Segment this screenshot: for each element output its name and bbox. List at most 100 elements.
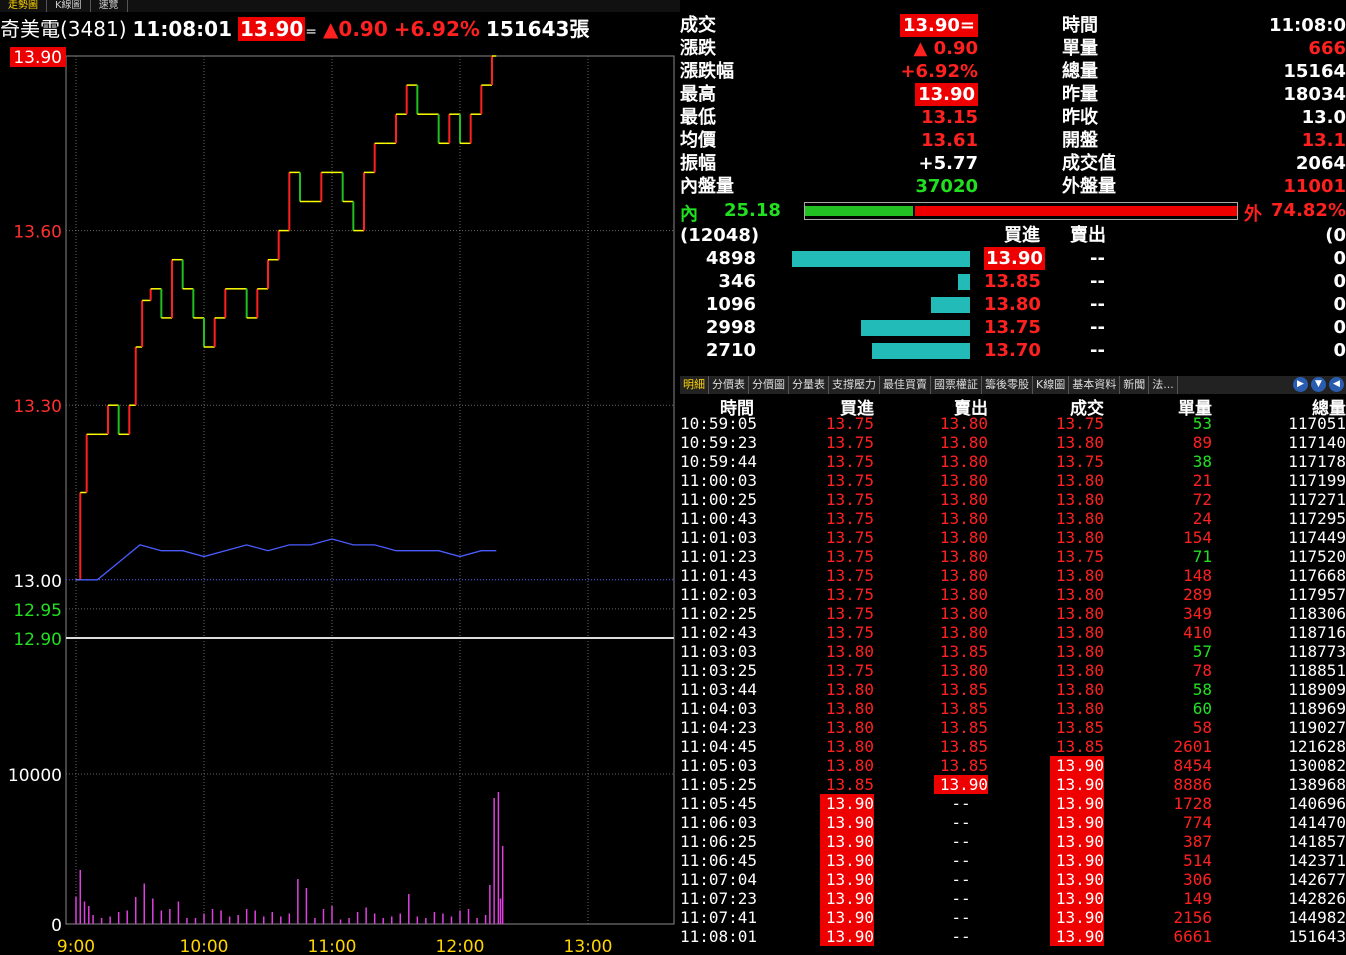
book-total: (12048) — [680, 225, 760, 246]
trade-price: 13.85 — [1055, 718, 1104, 737]
trade-row[interactable]: 11:06:03 13.90 -- 13.90 774 141470 — [680, 813, 1346, 832]
price-tick-label: 13.30 — [13, 397, 62, 417]
detail-tab-2[interactable]: 分價圖 — [749, 376, 789, 394]
trade-bid: 13.75 — [825, 528, 874, 547]
detail-tab-11[interactable]: 法... — [1149, 376, 1178, 394]
average-price-line — [76, 538, 497, 581]
trade-details-table[interactable]: 時間 買進 賣出 成交 單量 總量 10:59:05 13.75 13.80 13.7… — [680, 394, 1346, 954]
time-tick-label: 12:00 — [436, 937, 485, 955]
info-value: +6.92% — [900, 61, 978, 82]
outer-percent: 74.82% — [1271, 200, 1346, 221]
book-row[interactable]: 1096 13.80 -- 0 — [680, 293, 1346, 316]
trade-total: 118306 — [1288, 604, 1346, 623]
book-row[interactable]: 346 13.85 -- 0 — [680, 270, 1346, 293]
time-tick-label: 10:00 — [180, 937, 229, 955]
trade-row[interactable]: 11:00:03 13.75 13.80 13.80 21 117199 — [680, 471, 1346, 490]
trade-time: 11:07:41 — [680, 908, 758, 927]
view-tabs: 走勢圖 K線圖 速覽 — [0, 0, 680, 12]
tab-trend[interactable]: 走勢圖 — [0, 0, 47, 12]
trade-price: 13.75 — [1055, 452, 1104, 471]
trade-total: 117295 — [1288, 509, 1346, 528]
trade-time: 11:04:45 — [680, 737, 758, 756]
trade-row[interactable]: 11:02:25 13.75 13.80 13.80 349 118306 — [680, 604, 1346, 623]
info-value: 13.0 — [1301, 107, 1346, 128]
info-value: 15164 — [1283, 61, 1346, 82]
trade-bid: 13.75 — [825, 604, 874, 623]
trade-row[interactable]: 11:00:43 13.75 13.80 13.80 24 117295 — [680, 509, 1346, 528]
trade-row[interactable]: 11:04:23 13.80 13.85 13.85 58 119027 — [680, 718, 1346, 737]
trade-row[interactable]: 10:59:23 13.75 13.80 13.80 89 117140 — [680, 433, 1346, 452]
tab-kline[interactable]: K線圖 — [47, 0, 91, 12]
detail-tab-3[interactable]: 分量表 — [789, 376, 829, 394]
detail-tab-10[interactable]: 新聞 — [1120, 376, 1150, 394]
scroll-left-icon[interactable]: ◀ — [1329, 377, 1344, 392]
trade-row[interactable]: 11:03:44 13.80 13.85 13.80 58 118909 — [680, 680, 1346, 699]
trade-ask: 13.80 — [939, 490, 988, 509]
trade-row[interactable]: 11:07:23 13.90 -- 13.90 149 142826 — [680, 889, 1346, 908]
trade-qty: 2156 — [1173, 908, 1212, 927]
trade-row[interactable]: 11:06:25 13.90 -- 13.90 387 141857 — [680, 832, 1346, 851]
trade-time: 11:02:25 — [680, 604, 758, 623]
book-row[interactable]: 2998 13.75 -- 0 — [680, 316, 1346, 339]
trade-row[interactable]: 11:01:43 13.75 13.80 13.80 148 117668 — [680, 566, 1346, 585]
trade-ask: -- — [951, 908, 971, 927]
trade-row[interactable]: 11:01:23 13.75 13.80 13.75 71 117520 — [680, 547, 1346, 566]
detail-tab-6[interactable]: 國票權証 — [931, 376, 982, 394]
tab-quick[interactable]: 速覽 — [91, 0, 128, 12]
info-row-right-0: 時間 11:08:0 — [1062, 14, 1346, 37]
trade-total: 117051 — [1288, 414, 1346, 433]
bid-price: 13.90 — [984, 247, 1045, 270]
trade-qty: 774 — [1183, 813, 1212, 832]
detail-tab-0[interactable]: 明細 — [680, 376, 709, 394]
info-label: 單量 — [1062, 38, 1098, 59]
trade-qty: 154 — [1183, 528, 1212, 547]
bid-price: 13.85 — [984, 271, 1041, 292]
info-label: 最低 — [680, 107, 716, 128]
book-row[interactable]: 4898 13.90 -- 0 — [680, 247, 1346, 270]
outer-label: 外 — [1244, 204, 1262, 225]
detail-tab-9[interactable]: 基本資料 — [1069, 376, 1121, 394]
trade-row[interactable]: 11:01:03 13.75 13.80 13.80 154 117449 — [680, 528, 1346, 547]
trade-row[interactable]: 10:59:44 13.75 13.80 13.75 38 117178 — [680, 452, 1346, 471]
intraday-chart[interactable]: 9:00 10:00 11:00 12:00 13:00 13.90 13.60 13.30 1… — [0, 44, 676, 955]
trade-price: 13.80 — [1055, 566, 1104, 585]
trade-total: 117199 — [1288, 471, 1346, 490]
scroll-right-icon[interactable]: ▶ — [1293, 377, 1308, 392]
info-value: 11001 — [1283, 176, 1346, 197]
time-tick-label: 9:00 — [57, 937, 95, 955]
detail-tab-7[interactable]: 籌後零股 — [982, 376, 1033, 394]
detail-tab-4[interactable]: 支撐壓力 — [829, 376, 880, 394]
ask-price: -- — [1090, 248, 1105, 269]
bid-qty: 1096 — [705, 294, 756, 315]
scroll-down-icon[interactable]: ▼ — [1311, 377, 1326, 392]
trade-row[interactable]: 11:02:03 13.75 13.80 13.80 289 117957 — [680, 585, 1346, 604]
trade-row[interactable]: 11:07:41 13.90 -- 13.90 2156 144982 — [680, 908, 1346, 927]
trade-row[interactable]: 11:07:04 13.90 -- 13.90 306 142677 — [680, 870, 1346, 889]
trade-row[interactable]: 11:08:01 13.90 -- 13.90 6661 151643 — [680, 927, 1346, 946]
trade-bid: 13.75 — [825, 452, 874, 471]
info-row-right-3: 昨量 18034 — [1062, 83, 1346, 106]
trade-row[interactable]: 11:03:03 13.80 13.85 13.80 57 118773 — [680, 642, 1346, 661]
trade-row[interactable]: 11:04:03 13.80 13.85 13.80 60 118969 — [680, 699, 1346, 718]
trade-row[interactable]: 11:03:25 13.75 13.80 13.80 78 118851 — [680, 661, 1346, 680]
detail-tab-5[interactable]: 最佳買賣 — [880, 376, 931, 394]
trade-row[interactable]: 11:06:45 13.90 -- 13.90 514 142371 — [680, 851, 1346, 870]
book-row[interactable]: 2710 13.70 -- 0 — [680, 339, 1346, 362]
trade-row[interactable]: 11:04:45 13.80 13.85 13.85 2601 121628 — [680, 737, 1346, 756]
trade-qty: 387 — [1183, 832, 1212, 851]
trade-price: 13.80 — [1055, 604, 1104, 623]
trade-row[interactable]: 10:59:05 13.75 13.80 13.75 53 117051 — [680, 414, 1346, 433]
info-label: 外盤量 — [1062, 176, 1116, 197]
detail-tab-8[interactable]: K線圖 — [1033, 376, 1070, 394]
ratio-bar-outer — [915, 206, 1237, 216]
trade-price: 13.75 — [1055, 414, 1104, 433]
trade-row[interactable]: 11:05:25 13.85 13.90 13.90 8886 138968 — [680, 775, 1346, 794]
trade-row[interactable]: 11:00:25 13.75 13.80 13.80 72 117271 — [680, 490, 1346, 509]
trade-qty: 8454 — [1173, 756, 1212, 775]
detail-tab-1[interactable]: 分價表 — [709, 376, 749, 394]
trade-row[interactable]: 11:05:03 13.80 13.85 13.90 8454 130082 — [680, 756, 1346, 775]
trade-bid: 13.90 — [820, 851, 874, 870]
trade-price: 13.90 — [1050, 756, 1104, 775]
trade-row[interactable]: 11:05:45 13.90 -- 13.90 1728 140696 — [680, 794, 1346, 813]
trade-row[interactable]: 11:02:43 13.75 13.80 13.80 410 118716 — [680, 623, 1346, 642]
